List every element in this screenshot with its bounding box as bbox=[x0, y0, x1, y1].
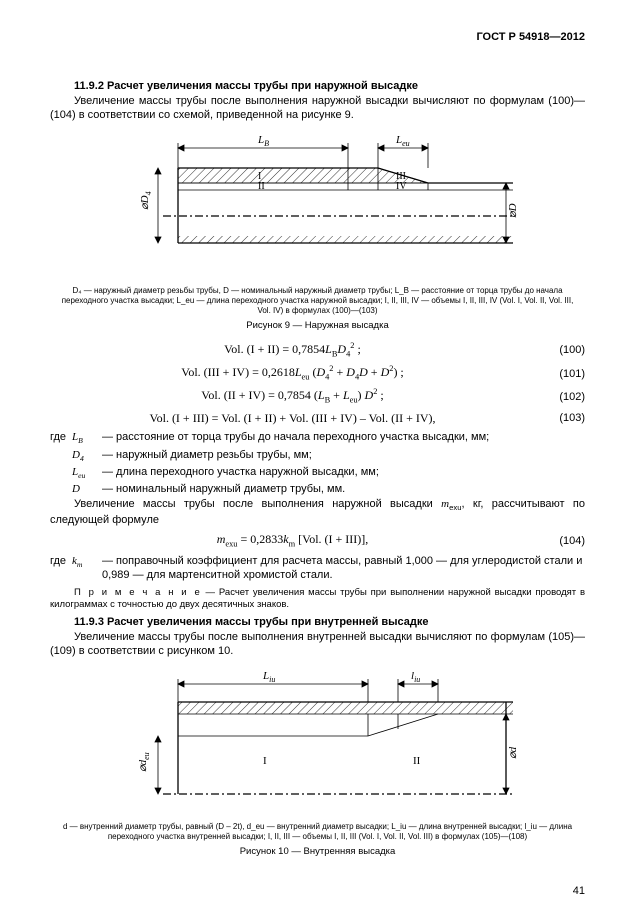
svg-text:liu: liu bbox=[411, 670, 420, 684]
section-11-9-3-title: 11.9.3 Расчет увеличения массы трубы при… bbox=[50, 615, 585, 629]
figure-10: Liu liu I II ⌀deu ⌀d bbox=[50, 664, 585, 818]
sec1-para1: Увеличение массы трубы после выполнения … bbox=[50, 94, 585, 123]
sec-num: 11.9.3 bbox=[74, 616, 104, 628]
figure-10-caption: Рисунок 10 — Внутренняя высадка bbox=[50, 846, 585, 858]
section-11-9-2-title: 11.9.2 Расчет увеличения массы трубы при… bbox=[50, 79, 585, 93]
equation-101: Vol. (III + IV) = 0,2618Leu (D42 + D4D +… bbox=[50, 364, 585, 383]
svg-text:I: I bbox=[263, 755, 267, 767]
svg-text:II: II bbox=[258, 181, 265, 192]
sec-num: 11.9.2 bbox=[74, 80, 104, 92]
figure-9: LB Leu I II III IV ⌀D4 ⌀D bbox=[50, 128, 585, 282]
svg-text:⌀d: ⌀d bbox=[507, 747, 518, 760]
equation-104: mexu = 0,2833km [Vol. (I + III)], (104) bbox=[50, 532, 585, 550]
page-number: 41 bbox=[573, 884, 585, 898]
equation-100: Vol. (I + II) = 0,7854LBD42 ; (100) bbox=[50, 341, 585, 360]
svg-text:LB: LB bbox=[257, 134, 269, 148]
sec2-para1: Увеличение массы трубы после выполнения … bbox=[50, 630, 585, 659]
where-block-2: гдеkm— поправочный коэффициент для расче… bbox=[50, 554, 585, 583]
svg-text:⌀D: ⌀D bbox=[507, 204, 518, 219]
figure-9-note: D₄ — наружный диаметр резьбы трубы, D — … bbox=[50, 286, 585, 316]
svg-text:II: II bbox=[413, 755, 421, 767]
figure-10-note: d — внутренний диаметр трубы, равный (D … bbox=[50, 822, 585, 842]
where-block-1: гдеLB— расстояние от торца трубы до нача… bbox=[50, 430, 585, 496]
svg-text:⌀deu: ⌀deu bbox=[137, 753, 151, 773]
sec-title-text: Расчет увеличения массы трубы при внутре… bbox=[107, 616, 428, 628]
svg-text:⌀D4: ⌀D4 bbox=[139, 192, 153, 211]
svg-text:Liu: Liu bbox=[262, 670, 275, 684]
sec-title-text: Расчет увеличения массы трубы при наружн… bbox=[107, 80, 418, 92]
standard-code: ГОСТ Р 54918—2012 bbox=[50, 30, 585, 44]
note-1: П р и м е ч а н и е — Расчет увеличения … bbox=[50, 587, 585, 612]
figure-9-caption: Рисунок 9 — Наружная высадка bbox=[50, 320, 585, 332]
equation-103: Vol. (I + III) = Vol. (I + II) + Vol. (I… bbox=[50, 411, 585, 427]
svg-text:Leu: Leu bbox=[395, 134, 410, 148]
mass-formula-intro: Увеличение массы трубы после выполнения … bbox=[50, 497, 585, 527]
equation-102: Vol. (II + IV) = 0,7854 (LB + Leu) D2 ; … bbox=[50, 387, 585, 406]
svg-text:IV: IV bbox=[396, 181, 407, 192]
